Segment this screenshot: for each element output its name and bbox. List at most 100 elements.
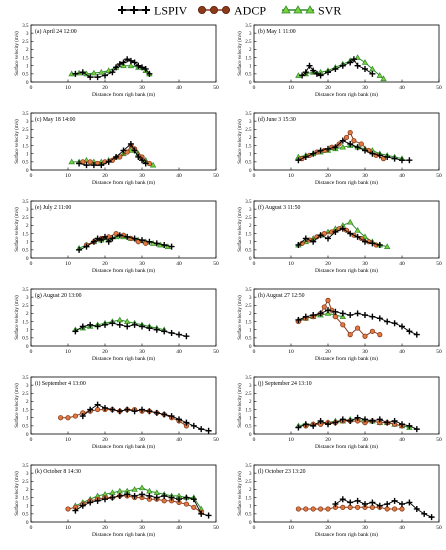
x-axis-label: Distance from righ bank (m) [92, 91, 155, 98]
series-lspiv [295, 225, 383, 248]
data-point-lspiv [205, 512, 212, 519]
y-tick-label: 0.5 [22, 337, 29, 342]
data-point-lspiv [87, 74, 94, 81]
data-point-svr [68, 158, 75, 165]
data-point-lspiv [135, 62, 142, 69]
data-point-lspiv [161, 328, 168, 335]
data-point-lspiv [153, 494, 160, 501]
data-point-lspiv [399, 501, 405, 508]
panel-title: (g) August 20 13:00 [35, 292, 82, 299]
data-point-lspiv [131, 235, 138, 242]
data-point-lspiv [354, 310, 361, 317]
legend-marker [293, 5, 303, 14]
data-point-lspiv [306, 62, 313, 69]
y-tick-label: 0.5 [22, 513, 29, 518]
y-tick-label: 0.5 [245, 161, 252, 166]
data-point-lspiv [72, 70, 79, 77]
data-point-lspiv [347, 499, 354, 506]
x-tick-label: 30 [139, 85, 145, 91]
y-tick-label: 0.5 [245, 73, 252, 78]
data-point-lspiv [339, 62, 346, 69]
data-point-adcp [347, 504, 353, 510]
x-tick-label: 40 [399, 261, 405, 267]
data-point-adcp [343, 134, 350, 141]
y-tick-label: 2.5 [245, 40, 252, 45]
panel-title: (i) September 4 13:00 [35, 380, 86, 387]
series-line [298, 140, 410, 161]
data-point-lspiv [347, 312, 354, 319]
y-tick-label: 3.5 [245, 112, 252, 117]
data-point-lspiv [399, 323, 405, 330]
y-tick-label: 1 [26, 241, 29, 246]
x-tick-label: 0 [30, 525, 33, 531]
x-tick-label: 30 [139, 261, 145, 267]
data-point-lspiv [317, 417, 324, 424]
x-tick-label: 50 [213, 349, 219, 355]
data-point-lspiv [161, 492, 168, 499]
y-tick-label: 2.5 [22, 128, 29, 133]
data-point-adcp [72, 413, 79, 419]
x-tick-label: 30 [139, 525, 145, 531]
data-point-lspiv [139, 323, 145, 330]
y-tick-label: 0.5 [22, 249, 29, 254]
plot-frame [253, 200, 440, 259]
data-point-lspiv [127, 140, 134, 147]
panel-a: 0 0.5 1 1.5 2 2.5 3 3.5 0 10 20 30 40 50 Distance from… [15, 24, 219, 98]
data-point-lspiv [384, 419, 391, 426]
x-tick-label: 30 [362, 437, 368, 443]
data-point-lspiv [325, 69, 331, 76]
legend-marker [197, 6, 206, 14]
data-point-adcp [340, 322, 346, 328]
y-tick-label: 2.5 [245, 216, 252, 221]
series-lspiv [76, 140, 149, 169]
y-tick-label: 0 [26, 81, 29, 86]
series-lspiv [72, 491, 212, 519]
data-point-svr [131, 486, 138, 492]
x-axis-label: Distance from righ bank (m) [92, 179, 155, 186]
data-point-adcp [358, 141, 364, 147]
data-point-lspiv [124, 406, 131, 413]
panel-k: 0 0.5 1 1.5 2 2.5 3 3.5 0 10 20 30 40 50 Distance from… [15, 464, 219, 538]
y-tick-label: 1.5 [245, 320, 252, 325]
data-point-adcp [354, 504, 361, 510]
data-point-lspiv [102, 72, 108, 79]
data-point-lspiv [176, 416, 182, 423]
data-point-lspiv [413, 426, 420, 433]
data-point-lspiv [139, 64, 145, 71]
data-point-svr [347, 218, 354, 225]
panel-title: (e) July 2 11:00 [35, 204, 71, 211]
data-point-adcp [310, 506, 316, 512]
data-point-lspiv [354, 144, 361, 151]
x-tick-label: 0 [30, 437, 33, 443]
data-point-lspiv [295, 424, 302, 431]
series-lspiv [295, 137, 413, 164]
data-point-lspiv [109, 235, 116, 242]
data-point-lspiv [116, 408, 123, 415]
x-tick-label: 10 [288, 525, 294, 531]
data-point-lspiv [295, 157, 302, 164]
data-point-lspiv [376, 315, 383, 322]
data-point-lspiv [339, 225, 346, 232]
x-tick-label: 50 [436, 85, 442, 91]
y-tick-label: 0.5 [245, 337, 252, 342]
plot-frame [253, 112, 440, 171]
data-point-adcp [295, 506, 301, 512]
y-tick-label: 3 [26, 120, 29, 125]
data-point-lspiv [332, 501, 339, 508]
data-point-lspiv [369, 499, 376, 506]
data-point-lspiv [339, 496, 346, 503]
y-axis-label: Surface velocity (m/s) [238, 207, 243, 252]
plot-frame [253, 376, 440, 435]
x-axis-label: Distance from righ bank (m) [315, 267, 378, 274]
x-tick-label: 10 [65, 525, 71, 531]
data-point-lspiv [131, 492, 138, 499]
y-tick-label: 2.5 [22, 216, 29, 221]
y-tick-label: 1.5 [245, 56, 252, 61]
y-tick-label: 1.5 [22, 408, 29, 413]
y-axis-label: Surface velocity (m/s) [15, 471, 20, 516]
data-point-adcp [317, 506, 324, 512]
x-tick-label: 30 [362, 525, 368, 531]
data-point-svr [98, 68, 105, 75]
data-point-lspiv [354, 414, 361, 421]
